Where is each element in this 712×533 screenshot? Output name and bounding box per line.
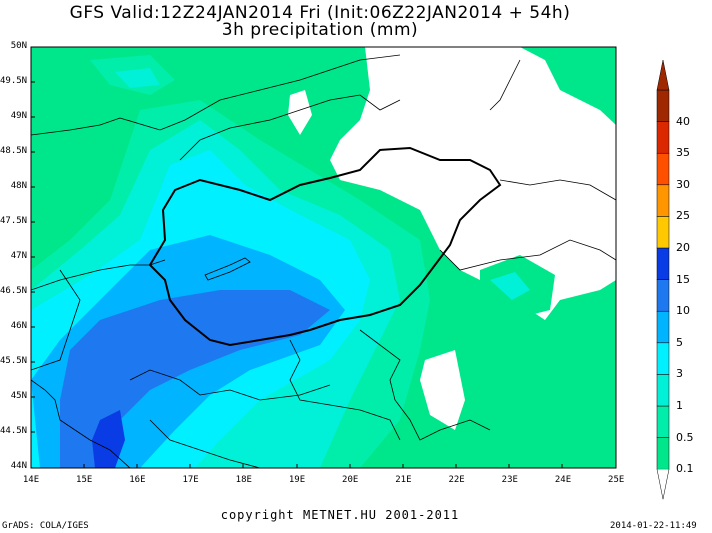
longitude-label: 21E <box>395 475 412 485</box>
longitude-label: 15E <box>76 475 93 485</box>
latitude-label: 45.5N <box>0 356 28 366</box>
latitude-label: 50N <box>10 41 27 51</box>
colorbar-segment <box>656 89 670 122</box>
latitude-label: 44N <box>10 461 27 471</box>
longitude-label: 17E <box>182 475 199 485</box>
colorbar-segment <box>656 121 670 154</box>
colorbar-level-label: 0.5 <box>676 430 694 444</box>
dry-area-south <box>420 350 465 430</box>
map-subtitle: 3h precipitation (mm) <box>221 20 419 40</box>
colorbar-segment <box>656 342 670 375</box>
latitude-label: 49N <box>10 111 27 121</box>
longitude-label: 14E <box>22 475 40 485</box>
colorbar-segment <box>656 437 670 470</box>
colorbar-segment <box>656 216 670 249</box>
colorbar-level-label: 15 <box>676 272 690 286</box>
colorbar-level-label: 5 <box>676 335 683 349</box>
precipitation-field <box>31 47 616 468</box>
latitude-label: 46.5N <box>0 286 28 296</box>
colorbar-segment <box>656 247 670 280</box>
longitude-label: 18E <box>235 475 252 485</box>
longitude-label: 24E <box>554 475 572 485</box>
precip-area-1-north <box>115 68 160 88</box>
longitude-label: 23E <box>501 475 518 485</box>
hungary-border <box>148 146 502 347</box>
axis-ticks <box>31 46 563 468</box>
lake-balaton <box>204 257 251 281</box>
latitude-label: 46N <box>10 321 27 331</box>
latitude-label: 45N <box>10 391 27 401</box>
colorbar-max-arrow <box>656 59 670 91</box>
colorbar-level-label: 10 <box>676 304 690 318</box>
colorbar-min-arrow <box>656 469 670 500</box>
longitude-label: 20E <box>342 475 359 485</box>
copyright-credit: copyright METNET.HU 2001-2011 <box>220 508 460 522</box>
colorbar-segment <box>656 310 670 344</box>
colorbar-level-label: 3 <box>676 367 683 381</box>
longitude-label: 16E <box>129 475 146 485</box>
colorbar-level-label: 35 <box>676 146 690 160</box>
colorbar-segment <box>656 184 670 217</box>
coastline <box>31 379 131 468</box>
colorbar-level-label: 30 <box>676 177 690 191</box>
dry-area-northeast <box>330 47 616 320</box>
longitude-label: 25E <box>608 475 625 485</box>
colorbar-segment <box>656 405 670 438</box>
longitude-label: 22E <box>448 475 465 485</box>
colorbar <box>656 59 670 500</box>
latitude-label: 48N <box>10 181 27 191</box>
colorbar-segment <box>656 279 670 312</box>
dry-area-small <box>288 90 312 135</box>
colorbar-segment <box>656 374 670 407</box>
colorbar-level-label: 20 <box>676 241 690 254</box>
precip-area-1-east <box>490 272 530 300</box>
colorbar-segment <box>656 152 670 186</box>
footer-software: GrADS: COLA/IGES <box>2 521 89 531</box>
latitude-label: 48.5N <box>0 146 28 156</box>
latitude-label: 47N <box>10 251 27 261</box>
latitude-label: 49.5N <box>0 76 28 86</box>
colorbar-level-label: 25 <box>676 209 690 223</box>
colorbar-level-label: 0.1 <box>676 462 694 476</box>
latitude-label: 44.5N <box>0 426 28 436</box>
precip-area-10 <box>60 290 330 468</box>
colorbar-level-label: 1 <box>676 399 683 412</box>
country-borders <box>31 54 616 468</box>
latitude-label: 47.5N <box>0 216 28 226</box>
precip-area-15 <box>92 410 125 468</box>
colorbar-level-label: 40 <box>676 114 690 128</box>
footer-timestamp: 2014-01-22-11:49 <box>610 521 697 531</box>
map-title: GFS Valid:12Z24JAN2014 Fri (Init:06Z22JA… <box>69 3 571 23</box>
longitude-label: 19E <box>288 475 306 485</box>
dry-area-east <box>520 140 616 215</box>
